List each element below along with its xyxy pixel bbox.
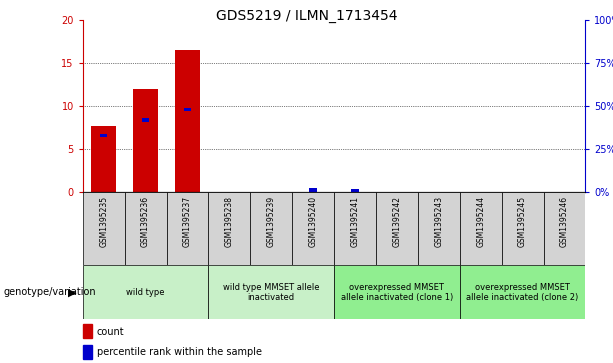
Bar xyxy=(167,192,208,265)
Bar xyxy=(501,192,544,265)
Bar xyxy=(460,265,585,319)
Bar xyxy=(100,134,107,137)
Bar xyxy=(83,192,124,265)
Bar xyxy=(83,265,208,319)
Bar xyxy=(208,192,250,265)
Bar xyxy=(124,192,167,265)
Text: GSM1395235: GSM1395235 xyxy=(99,196,109,247)
Bar xyxy=(544,192,585,265)
Text: GSM1395243: GSM1395243 xyxy=(434,196,443,247)
Text: GSM1395246: GSM1395246 xyxy=(560,196,569,247)
Bar xyxy=(334,265,460,319)
Bar xyxy=(83,345,92,359)
Bar xyxy=(334,192,376,265)
Bar xyxy=(310,188,317,192)
Text: percentile rank within the sample: percentile rank within the sample xyxy=(97,347,262,357)
Bar xyxy=(184,108,191,111)
Text: GSM1395240: GSM1395240 xyxy=(308,196,318,247)
Text: overexpressed MMSET
allele inactivated (clone 1): overexpressed MMSET allele inactivated (… xyxy=(341,282,453,302)
Text: genotype/variation: genotype/variation xyxy=(3,287,96,297)
Text: wild type MMSET allele
inactivated: wild type MMSET allele inactivated xyxy=(223,282,319,302)
Text: GSM1395245: GSM1395245 xyxy=(518,196,527,247)
Bar xyxy=(292,192,334,265)
Bar xyxy=(91,126,116,192)
Text: GSM1395236: GSM1395236 xyxy=(141,196,150,247)
Bar xyxy=(250,192,292,265)
Bar xyxy=(142,118,150,122)
Text: GSM1395238: GSM1395238 xyxy=(225,196,234,247)
Text: count: count xyxy=(97,327,124,337)
Bar xyxy=(460,192,501,265)
Text: GSM1395239: GSM1395239 xyxy=(267,196,276,247)
Text: GDS5219 / ILMN_1713454: GDS5219 / ILMN_1713454 xyxy=(216,9,397,23)
Text: GSM1395241: GSM1395241 xyxy=(351,196,360,247)
Bar xyxy=(376,192,418,265)
Text: GSM1395244: GSM1395244 xyxy=(476,196,485,247)
Text: overexpressed MMSET
allele inactivated (clone 2): overexpressed MMSET allele inactivated (… xyxy=(466,282,579,302)
Text: ▶: ▶ xyxy=(68,287,77,297)
Bar xyxy=(133,89,158,192)
Bar xyxy=(175,50,200,192)
Bar xyxy=(208,265,334,319)
Text: wild type: wild type xyxy=(126,288,165,297)
Bar xyxy=(83,324,92,338)
Bar xyxy=(418,192,460,265)
Text: GSM1395242: GSM1395242 xyxy=(392,196,402,247)
Bar xyxy=(351,189,359,192)
Text: GSM1395237: GSM1395237 xyxy=(183,196,192,247)
